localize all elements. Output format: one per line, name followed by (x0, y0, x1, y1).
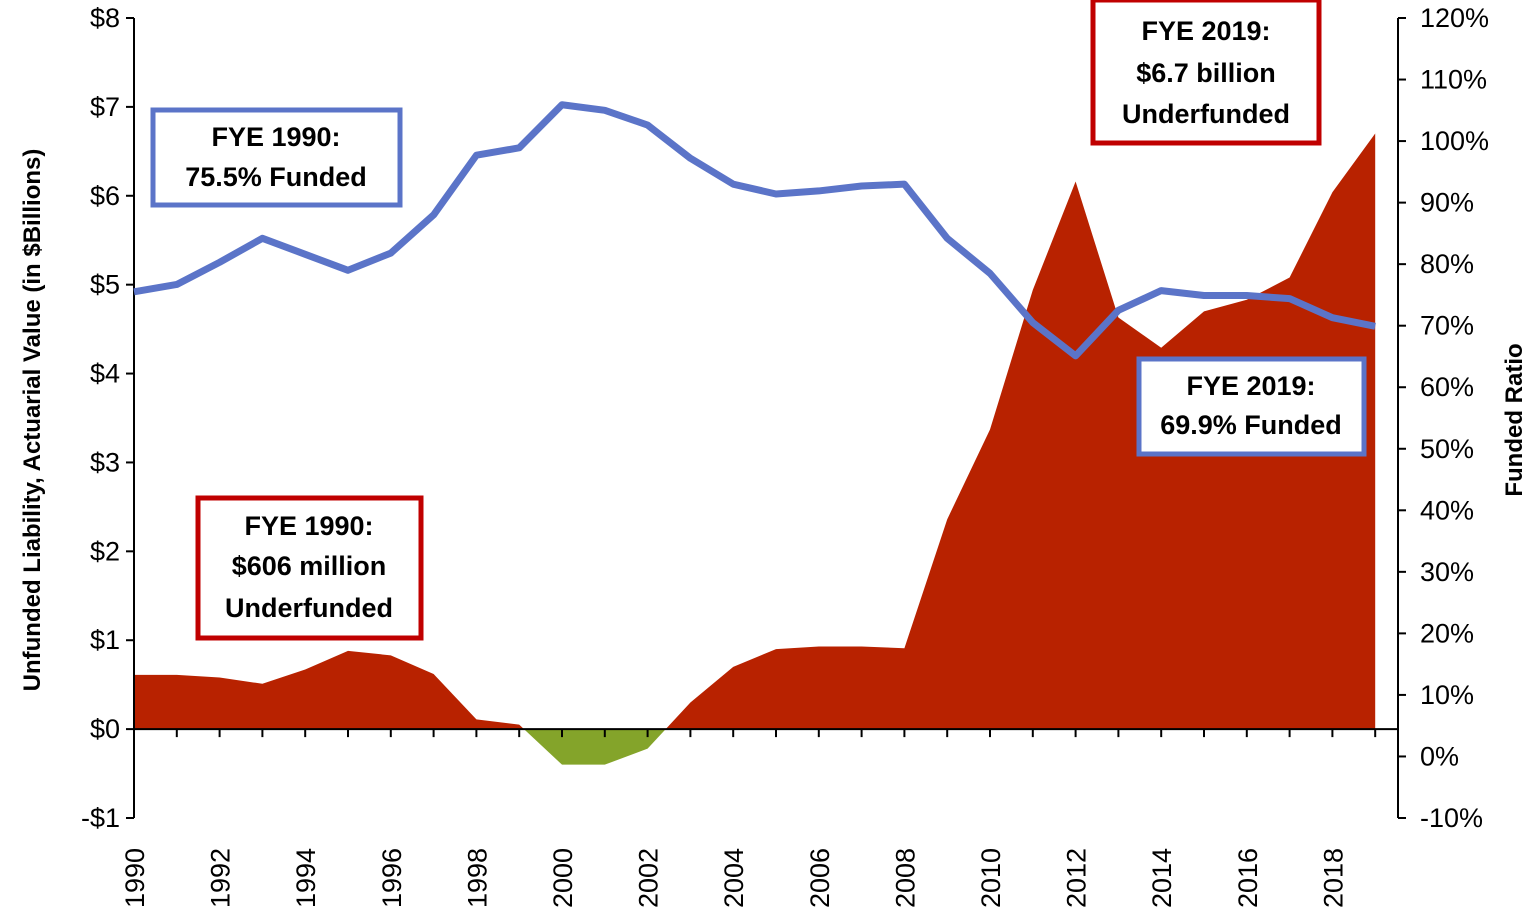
y-tick-label: $5 (90, 270, 120, 300)
right-axis-title: Funded Ratio (1501, 343, 1528, 496)
y2-tick-label: 110% (1420, 65, 1487, 95)
y-tick-label: $6 (90, 181, 120, 211)
y-tick-label: -$1 (81, 803, 120, 833)
x-tick-label: 2000 (548, 848, 578, 908)
x-tick-label: 2010 (976, 848, 1006, 908)
annotation-liability-1990: FYE 1990: $606 million Underfunded (198, 498, 421, 638)
x-tick-label: 2008 (890, 848, 920, 908)
x-tick-label: 2004 (719, 848, 749, 908)
annotation-ratio-2019: FYE 2019: 69.9% Funded (1139, 359, 1364, 454)
x-tick-label: 1994 (291, 848, 321, 908)
x-tick-label: 1992 (206, 848, 236, 908)
y-tick-label: $1 (90, 625, 120, 655)
y2-tick-label: 120% (1420, 3, 1489, 33)
x-tick-label: 2012 (1062, 848, 1092, 908)
annotation-ratio-1990: FYE 1990: 75.5% Funded (153, 110, 400, 205)
left-axis-title: Unfunded Liability, Actuarial Value (in … (19, 149, 46, 692)
annotation-line: FYE 2019: (1141, 16, 1270, 46)
y2-tick-label: 80% (1420, 249, 1474, 279)
y2-tick-label: -10% (1420, 803, 1483, 833)
y-tick-label: $3 (90, 447, 120, 477)
y-tick-label: $0 (90, 714, 120, 744)
x-tick-label: 1996 (377, 848, 407, 908)
x-tick-label: 2018 (1318, 848, 1348, 908)
annotation-line: $606 million (232, 551, 387, 581)
y2-tick-label: 60% (1420, 372, 1474, 402)
x-tick-label: 1998 (462, 848, 492, 908)
annotation-line: FYE 1990: (244, 511, 373, 541)
annotation-line: Underfunded (225, 593, 393, 623)
annotation-line: FYE 2019: (1186, 371, 1315, 401)
y2-tick-label: 0% (1420, 741, 1459, 771)
y2-tick-label: 30% (1420, 557, 1474, 587)
y2-tick-label: 100% (1420, 126, 1489, 156)
annotation-line: $6.7 billion (1136, 58, 1276, 88)
x-tick-label: 2014 (1147, 848, 1177, 908)
annotation-line: FYE 1990: (211, 122, 340, 152)
y2-tick-label: 90% (1420, 188, 1474, 218)
y2-tick-label: 20% (1420, 618, 1474, 648)
x-tick-label: 2002 (634, 848, 664, 908)
y2-tick-label: 10% (1420, 680, 1474, 710)
y2-tick-label: 40% (1420, 495, 1474, 525)
y-tick-label: $4 (90, 359, 120, 389)
annotation-line: 69.9% Funded (1160, 410, 1342, 440)
annotation-liability-2019: FYE 2019: $6.7 billion Underfunded (1093, 0, 1319, 143)
y2-tick-label: 50% (1420, 434, 1474, 464)
annotation-line: 75.5% Funded (185, 162, 367, 192)
y-tick-label: $2 (90, 536, 120, 566)
x-tick-label: 2006 (805, 848, 835, 908)
annotation-line: Underfunded (1122, 99, 1290, 129)
y2-tick-label: 70% (1420, 311, 1474, 341)
x-tick-label: 2016 (1233, 848, 1263, 908)
y-tick-label: $8 (90, 3, 120, 33)
x-tick-label: 1990 (120, 848, 150, 908)
y-tick-label: $7 (90, 92, 120, 122)
